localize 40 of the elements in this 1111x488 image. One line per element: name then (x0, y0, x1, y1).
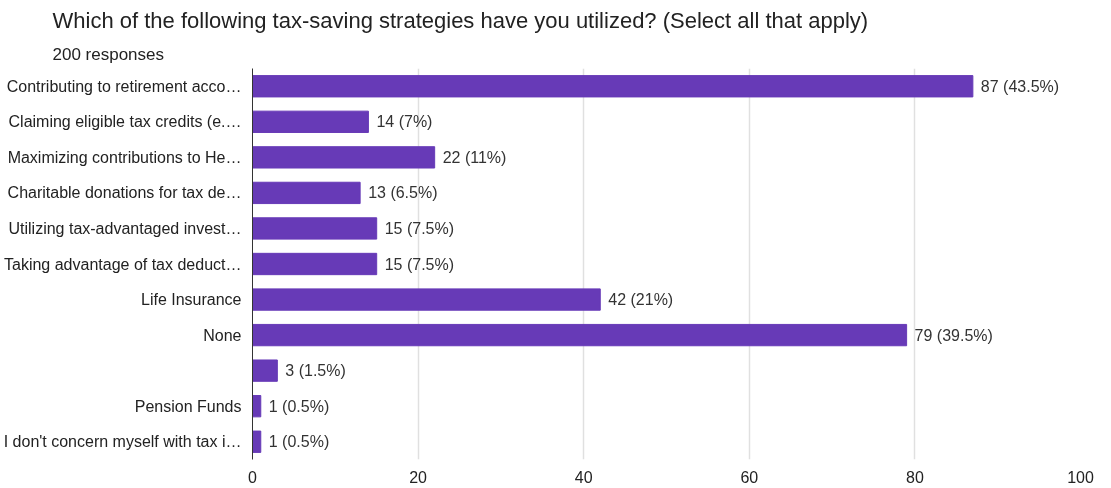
data-label: 22 (11%) (442, 148, 507, 166)
data-label: 13 (6.5%) (368, 184, 438, 202)
bar (252, 217, 378, 240)
bar (252, 110, 369, 133)
data-label: 87 (43.5%) (980, 77, 1060, 95)
data-label: 14 (7%) (376, 113, 433, 131)
chart-title: Which of the following tax-saving strategies have you utilized? (Select all that apply) (52, 7, 869, 33)
bar (252, 252, 378, 276)
data-label: 15 (7.5%) (384, 255, 455, 273)
y-tick-label: Utilizing tax-advantaged invest… (8, 219, 242, 237)
bar (252, 323, 908, 347)
bar (252, 359, 278, 382)
y-tick-label: Maximizing contributions to He… (7, 148, 242, 166)
bar (252, 75, 974, 98)
data-label: 79 (39.5%) (914, 326, 993, 344)
bar (252, 395, 262, 418)
y-tick-label: Taking advantage of tax deduct… (4, 255, 242, 273)
y-tick-label: Contributing to retirement acco… (6, 77, 242, 95)
bar (252, 288, 601, 311)
x-tick-label: 100 (1067, 468, 1094, 486)
y-tick-label: None (203, 326, 242, 344)
x-tick-label: 20 (409, 468, 428, 486)
data-label: 1 (0.5%) (268, 433, 330, 451)
data-label: 15 (7.5%) (384, 219, 455, 237)
bar (252, 430, 262, 453)
x-tick-label: 40 (574, 468, 593, 486)
data-label: 1 (0.5%) (268, 397, 330, 415)
text: 200 responses (52, 44, 165, 64)
data-label: 42 (21%) (608, 291, 674, 309)
y-tick-label: Charitable donations for tax de… (7, 184, 242, 202)
y-tick-label: Life Insurance (140, 291, 242, 309)
x-tick-label: 80 (906, 468, 924, 486)
y-tick-label: I don't concern myself with tax i… (3, 433, 242, 451)
y-tick-label: Claiming eligible tax credits (e.… (8, 113, 242, 131)
bar (252, 181, 361, 205)
x-tick-label: 60 (740, 468, 759, 486)
y-tick-label: Pension Funds (134, 397, 242, 415)
x-tick-label: 0 (248, 468, 258, 486)
bar (252, 146, 436, 169)
data-label: 3 (1.5%) (285, 362, 346, 380)
